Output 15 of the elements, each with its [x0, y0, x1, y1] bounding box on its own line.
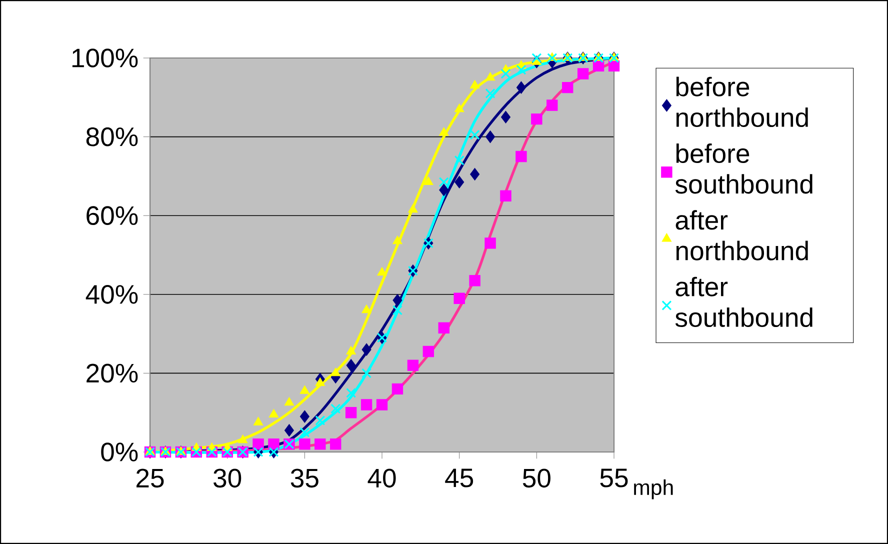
- legend-label: after southbound: [675, 276, 812, 328]
- x-tick-label: 40: [368, 468, 396, 488]
- x-tick-label: 25: [136, 468, 164, 488]
- x-tick-label: 50: [522, 468, 550, 488]
- x-tick-label: 35: [290, 468, 318, 488]
- y-tick-label: 80%: [86, 127, 138, 146]
- y-tick-label: 0%: [101, 442, 138, 462]
- y-tick-label: 60%: [86, 206, 138, 226]
- y-tick-label: 40%: [86, 284, 138, 304]
- x-tick-label: 45: [445, 468, 474, 488]
- y-tick-label: 20%: [86, 364, 138, 383]
- x-tick-label: 55: [600, 468, 628, 488]
- x-axis-title: mph: [634, 479, 673, 500]
- y-tick-label: 100%: [72, 48, 138, 68]
- x-tick-label: 30: [214, 468, 242, 488]
